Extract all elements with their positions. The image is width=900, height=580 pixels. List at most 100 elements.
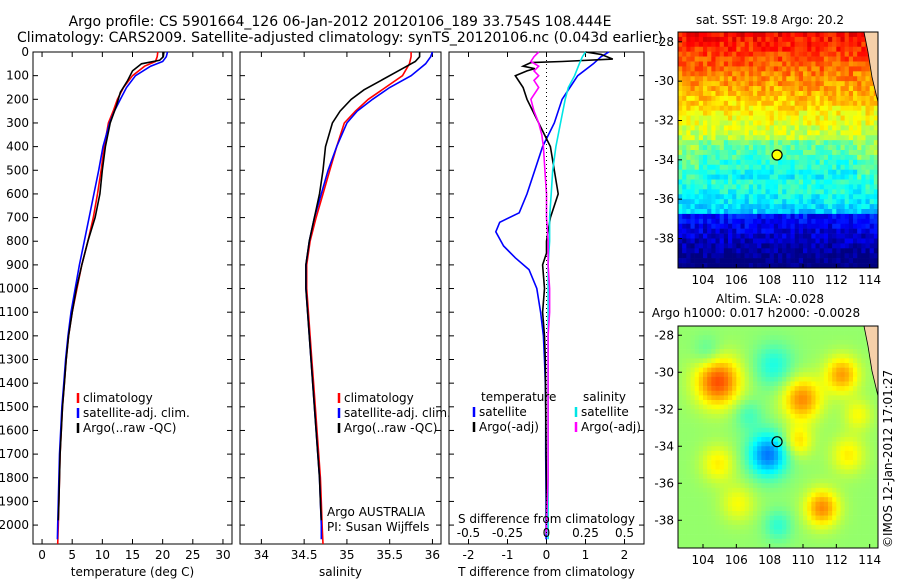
sst_map-cell (794, 223, 800, 229)
sst_map-cell (715, 223, 720, 229)
sst_map-cell (853, 110, 858, 116)
sst_map-cell (698, 145, 704, 151)
sla_map-cell (757, 344, 762, 350)
sst_map-cell (794, 135, 800, 141)
sla_map-cell (748, 423, 754, 429)
sla_map-cell (715, 534, 720, 540)
sla_map-cell (794, 543, 800, 549)
sst_map-cell (840, 204, 845, 210)
sla_map-cell (732, 497, 737, 503)
sla_map-cell (753, 409, 758, 415)
sla_map-cell (815, 534, 820, 540)
sst_map-cell (823, 145, 829, 151)
sla_map-cell (844, 483, 850, 489)
sst_map-cell (819, 32, 825, 38)
sla_map-cell (757, 349, 762, 355)
sst_map-cell (682, 238, 687, 244)
sst_map-cell (853, 238, 858, 244)
sst_map-cell (723, 41, 729, 48)
sst_map-cell (828, 243, 833, 249)
sla_map-cell (857, 349, 862, 355)
sla_map-cell (848, 349, 854, 355)
sla_map-cell (690, 376, 695, 382)
sst_map-cell (736, 238, 741, 244)
sla_map-cell (823, 460, 829, 466)
sst_map-cell (790, 115, 795, 121)
sst_map-cell (786, 61, 791, 67)
sla_map-cell (861, 432, 866, 438)
sst_map-cell (682, 105, 687, 111)
sla_map-cell (798, 413, 804, 419)
sst_map-cell (690, 199, 695, 205)
sst_map-cell (698, 169, 704, 175)
sst_map-cell (840, 125, 845, 131)
sla_map-cell (753, 478, 758, 484)
sst_map-cell (873, 159, 879, 166)
sst_map-cell (748, 213, 754, 220)
sla_map-cell (836, 437, 841, 442)
sla_map-cell (707, 395, 712, 401)
sla_map-cell (732, 418, 737, 424)
sla_map-cell (761, 330, 766, 336)
sst_map-cell (744, 115, 750, 121)
sst_map-xtick-label: 114 (858, 273, 881, 287)
sla_map-cell (748, 381, 754, 387)
sla_map-cell (778, 367, 783, 373)
sla_map-cell (790, 511, 795, 516)
sst_map-cell (744, 145, 750, 151)
sst_map-cell (790, 51, 795, 57)
sla_map-cell (786, 450, 791, 456)
sst_map-cell (690, 76, 695, 82)
sla_map-cell (686, 390, 691, 396)
sla_map-cell (865, 520, 870, 526)
sla_map-cell (740, 538, 745, 544)
sst_map-cell (765, 56, 770, 62)
sla_map-cell (698, 349, 704, 355)
sst_map-cell (861, 243, 866, 249)
sla_map-cell (848, 455, 854, 461)
sla_map-cell (819, 372, 825, 378)
sla_map-cell (811, 372, 816, 378)
sst_map-cell (840, 179, 845, 185)
sst_map-cell (857, 32, 862, 38)
sst_map-cell (682, 248, 687, 254)
sst_map-title: sat. SST: 19.8 Argo: 20.2 (696, 13, 844, 27)
sst_map-cell (848, 81, 854, 87)
sst_map-cell (715, 204, 720, 210)
sst_map-cell (794, 110, 800, 116)
sst_map-cell (723, 115, 729, 121)
sst_map-cell (728, 169, 733, 175)
sla_map-cell (819, 326, 825, 331)
sla_map-cell (807, 358, 812, 364)
sla_map-cell (732, 390, 737, 396)
sst_map-cell (815, 213, 820, 220)
sla_map-cell (836, 487, 841, 493)
sst_map-cell (723, 223, 729, 229)
sst_map-cell (832, 189, 837, 195)
sla_map-cell (744, 506, 750, 512)
sst_map-cell (873, 213, 879, 220)
sla_map-cell (744, 358, 750, 364)
sla_map-cell (690, 339, 695, 345)
sla_map-cell (823, 326, 829, 331)
sla_map-cell (757, 423, 762, 429)
sst_map-cell (769, 51, 775, 57)
sla_map-cell (861, 520, 866, 526)
sla_map-cell (811, 511, 816, 516)
sla_map-cell (786, 372, 791, 378)
sla_map-cell (794, 497, 800, 503)
sst_map-cell (719, 218, 725, 225)
sst_map-cell (861, 233, 866, 239)
sla_map-cell (873, 455, 879, 461)
sst_map-cell (728, 243, 733, 249)
sst_map-cell (703, 218, 708, 225)
sst_map-cell (853, 115, 858, 121)
sst_map-cell (853, 243, 858, 249)
sst_map-cell (761, 115, 766, 121)
sla_map-cell (757, 432, 762, 438)
sla_map-cell (773, 520, 779, 526)
sst_map-cell (694, 110, 700, 116)
sla_map-cell (719, 520, 725, 526)
sst_map-cell (678, 179, 683, 185)
sst_map-cell (744, 105, 750, 111)
